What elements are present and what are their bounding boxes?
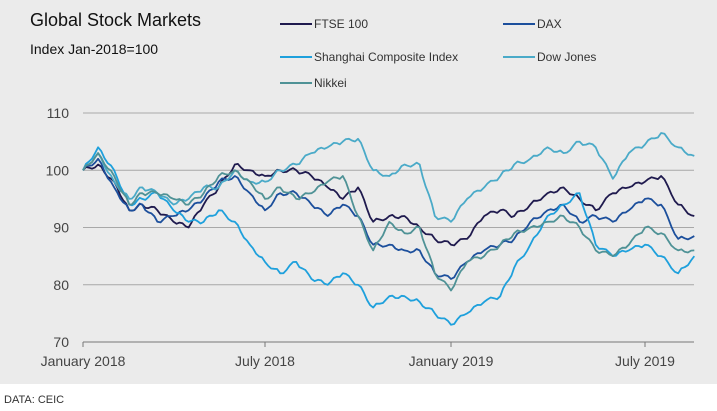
legend-item-ftse: FTSE 100: [280, 17, 368, 31]
y-tick-label: 110: [47, 105, 70, 121]
data-source: DATA: CEIC: [4, 394, 65, 406]
x-tick-label: July 2019: [615, 353, 675, 369]
legend-swatch: [280, 23, 312, 25]
legend-label: Nikkei: [314, 76, 347, 90]
line-chart: 70 80 90 100 110 January 2018 July 2018 January…: [41, 105, 696, 369]
series-line-dax: [82, 157, 695, 280]
legend-item-dax: DAX: [503, 17, 562, 31]
legend-label: FTSE 100: [314, 17, 369, 31]
chart-title: Global Stock Markets: [30, 10, 202, 30]
legend-label: Shanghai Composite Index: [314, 50, 459, 64]
legend-swatch: [280, 82, 312, 84]
legend-swatch: [503, 23, 535, 25]
y-tick-label: 70: [53, 334, 69, 350]
x-tick-label: January 2018: [41, 353, 126, 369]
legend-swatch: [280, 56, 312, 58]
x-tick-label: July 2018: [235, 353, 295, 369]
series-line-dow-jones: [82, 132, 695, 223]
x-tick-label: January 2019: [409, 353, 494, 369]
y-tick-label: 90: [53, 220, 69, 236]
y-tick-label: 100: [46, 162, 70, 178]
series-line-nikkei: [82, 152, 695, 292]
series-line-ftse-100: [82, 163, 695, 247]
legend-label: DAX: [537, 17, 562, 31]
legend-swatch: [503, 56, 535, 58]
chart-subtitle: Index Jan-2018=100: [30, 41, 159, 57]
y-tick-label: 80: [53, 277, 69, 293]
series-line-shanghai-composite-index: [82, 146, 696, 326]
legend-item-dow-jones: Dow Jones: [503, 50, 596, 64]
legend-item-shanghai: Shanghai Composite Index: [280, 50, 458, 64]
legend-label: Dow Jones: [537, 50, 597, 64]
legend-item-nikkei: Nikkei: [280, 76, 347, 90]
